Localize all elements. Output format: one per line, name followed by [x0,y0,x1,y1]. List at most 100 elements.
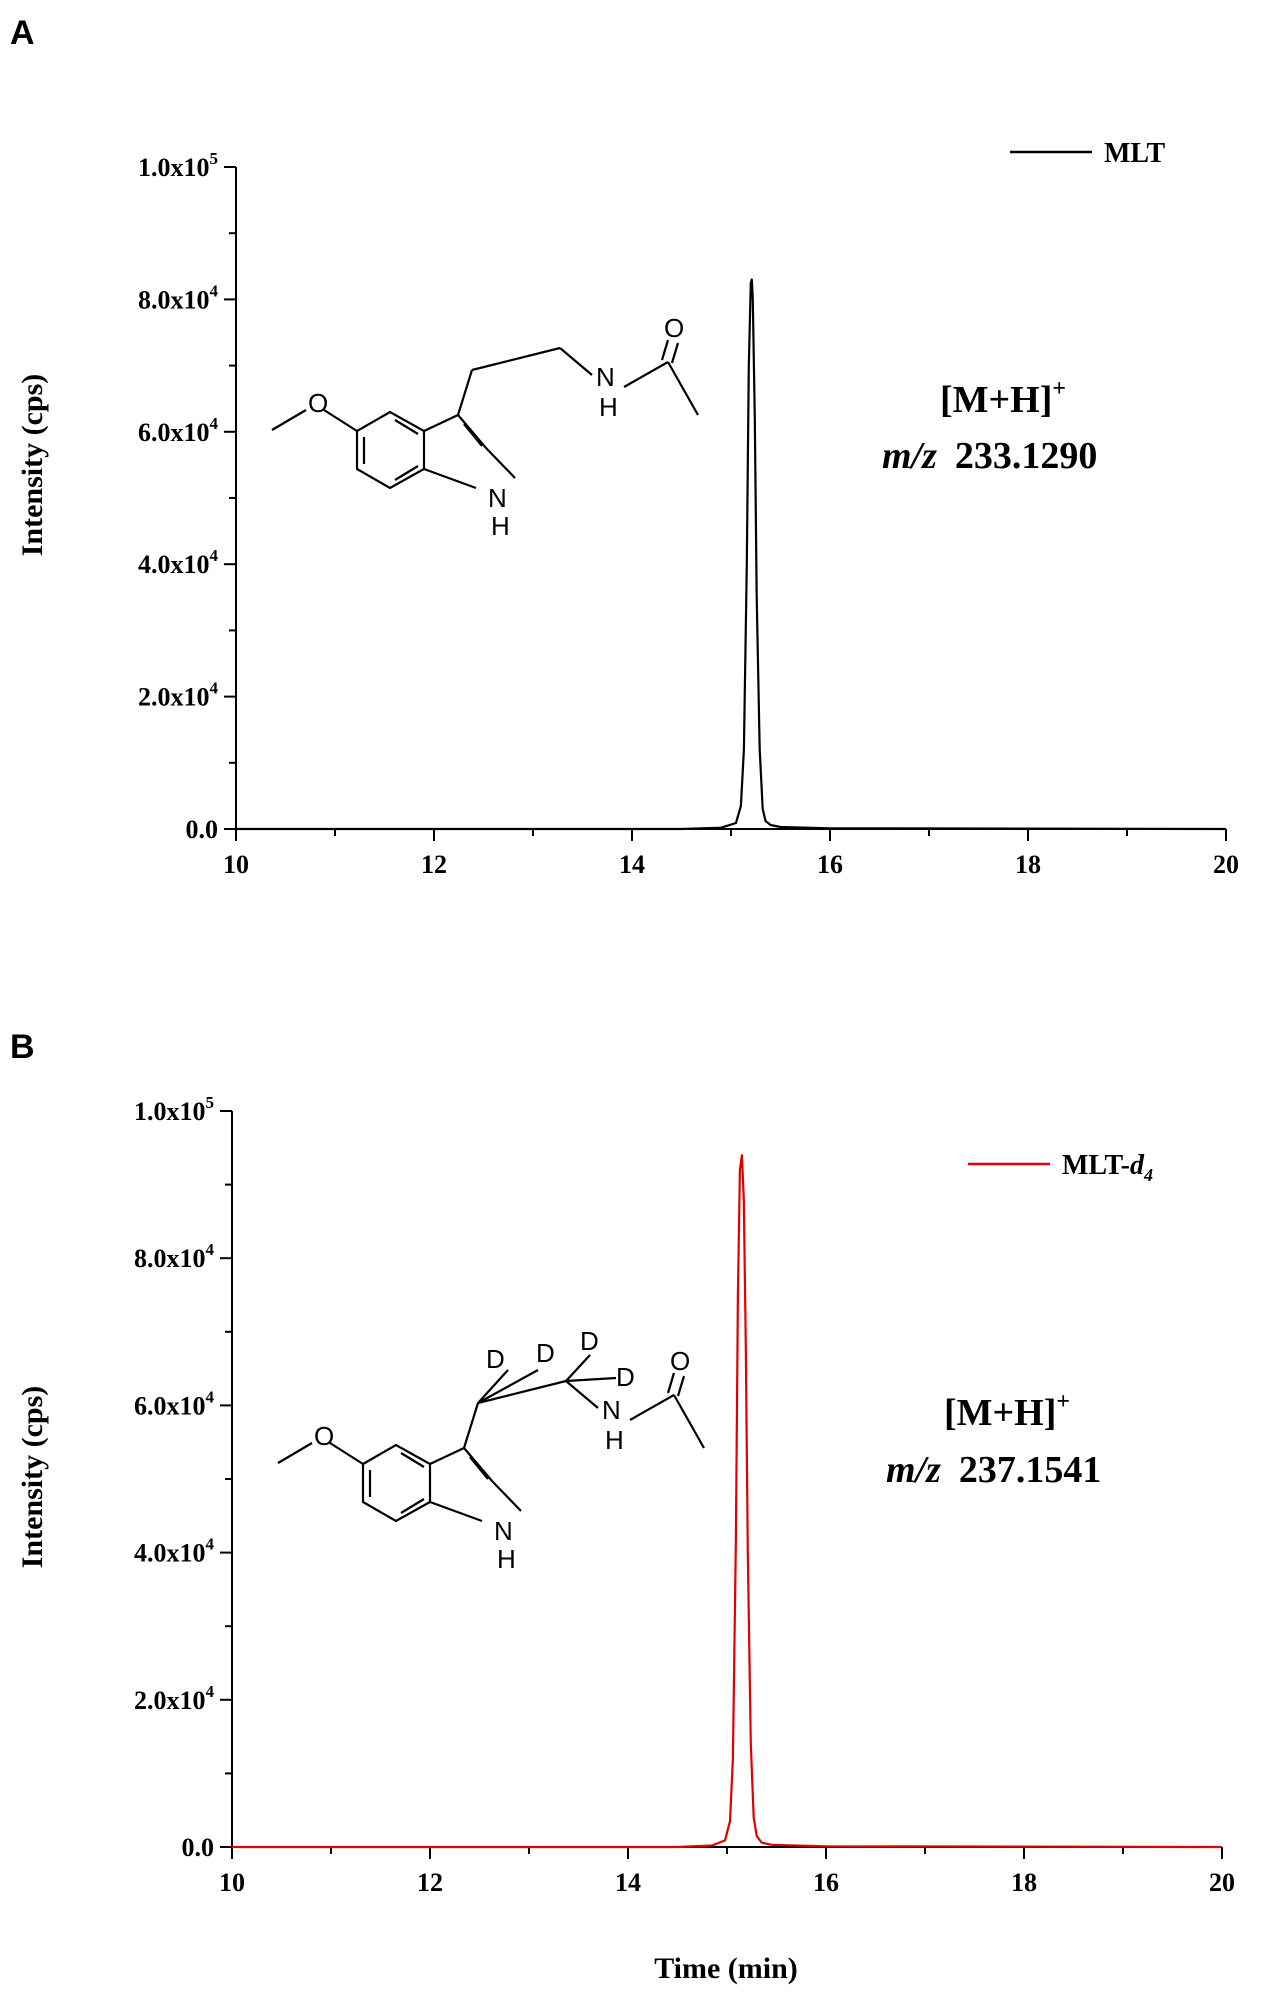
benzene-ring [355,410,426,490]
bond [471,346,561,372]
y-tick-label: 2.0x104 [134,1682,215,1715]
mz-prefix-a: m/z [882,435,937,477]
y-tick-label-base: 4.0x10 [134,1539,206,1568]
y-tick-label-exponent: 4 [206,1682,215,1701]
bond [670,342,680,364]
y-tick-label: 0.0 [182,1833,215,1862]
bond [394,419,419,435]
bond [629,1394,675,1421]
x-tick-label: 18 [1011,1868,1037,1897]
series-line-b [232,1154,1223,1849]
x-tick-label: 20 [1213,850,1239,879]
bond [456,369,474,416]
y-axis-title-b: Intensity (cps) [16,1386,49,1569]
bond [429,1447,465,1465]
y-tick-label-base: 6.0x10 [134,1391,206,1420]
x-tick-label: 14 [619,850,645,879]
bond [463,1447,493,1482]
x-tick-label: 20 [1209,1868,1235,1897]
panel-letter-a: A [10,14,35,52]
y-axis-title-a: Intensity (cps) [16,374,49,557]
bond [277,1442,313,1464]
x-tick-label: 14 [615,1868,641,1897]
y-tick-label-base: 0.0 [186,815,219,844]
bond [565,1354,591,1382]
y-tick-label: 6.0x104 [134,1387,215,1420]
mz-label-a: m/z 233.1290 [882,435,1097,477]
panel-letter-b: B [10,1028,35,1066]
y-tick-label-base: 8.0x10 [134,1244,206,1273]
y-tick-label: 8.0x104 [138,281,219,314]
x-tick-label: 18 [1015,850,1041,879]
ion-label-a: [M+H]+ [940,376,1066,421]
y-tick-label-exponent: 4 [210,281,219,300]
bond [457,414,487,449]
plot-area-b: 10 12 14 16 18 200.02.0x1044.0x1046.0x1048.0x… [134,1093,1235,1897]
atom-label: H [605,1425,624,1455]
x-tick-label: 12 [417,1868,443,1897]
atom-label: H [491,511,510,541]
y-tick-label: 1.0x105 [138,149,218,182]
y-tick-label-base: 1.0x10 [134,1097,206,1126]
legend-label-b-sub-num: 4 [1143,1165,1153,1185]
bond [394,465,419,481]
atom-label: N [488,483,507,513]
atom-label: D [486,1344,505,1374]
y-tick-label-base: 6.0x10 [138,418,210,447]
bond [485,447,516,479]
atom-label: N [602,1395,621,1425]
legend-label-b: MLT-d4 [1062,1150,1153,1185]
bond [676,1375,686,1397]
bond [660,339,670,361]
atom-label: D [616,1362,635,1392]
y-tick-label-base: 4.0x10 [138,550,210,579]
atom-label: H [497,1544,516,1574]
atom-label: D [536,1338,555,1368]
y-tick-label: 1.0x105 [134,1093,214,1126]
ion-label-b: [M+H]+ [944,1389,1070,1434]
bond [329,1442,364,1465]
series-line-a [236,278,1227,831]
y-tick-label-exponent: 4 [210,679,219,698]
y-tick-label-base: 1.0x10 [138,153,210,182]
bond [666,1372,676,1394]
molecule-atoms-a: O N H N H O [308,313,684,541]
x-tick-label: 10 [223,850,249,879]
bond [477,1369,539,1404]
atom-label: H [599,392,618,422]
atom-label: O [308,388,328,418]
ion-charge-b: + [1056,1389,1070,1415]
bond [491,1480,522,1512]
bond [463,423,483,447]
atom-label: N [494,1516,513,1546]
y-tick-label-base: 2.0x10 [134,1686,206,1715]
legend-label-a: MLT [1104,138,1166,169]
mz-label-b: m/z 237.1541 [886,1449,1101,1491]
y-tick-label-exponent: 5 [206,1093,215,1112]
y-tick-label-base: 8.0x10 [138,285,210,314]
y-tick-label-exponent: 5 [210,149,219,168]
mz-value-b: 237.1541 [959,1449,1102,1491]
ion-text-b: [M+H] [944,1392,1056,1434]
ion-charge-a: + [1052,376,1066,402]
y-tick-label: 2.0x104 [138,679,219,712]
y-tick-label-exponent: 4 [206,1387,215,1406]
y-tick-label-base: 0.0 [182,1833,215,1862]
atom-label: O [670,1346,690,1376]
bond [423,414,459,432]
legend-label-b-sub-d: d [1130,1150,1145,1181]
bond [462,1402,480,1449]
bond [469,1456,489,1480]
x-axis-title-b: Time (min) [654,1952,798,1985]
y-tick-label: 4.0x104 [134,1535,215,1568]
y-tick-label: 0.0 [186,815,219,844]
molecule-atoms-b: O N H N H O D D D D [314,1326,690,1574]
y-tick-label-exponent: 4 [206,1240,215,1259]
plot-area-a: 10 12 14 16 18 200.02.0x1044.0x1046.0x1048.0x… [138,149,1239,879]
bond [565,1380,599,1409]
bond [565,1376,617,1383]
benzene-ring [361,1443,432,1523]
bond [400,1498,425,1514]
mz-value-a: 233.1290 [955,435,1098,477]
bond [323,409,358,432]
